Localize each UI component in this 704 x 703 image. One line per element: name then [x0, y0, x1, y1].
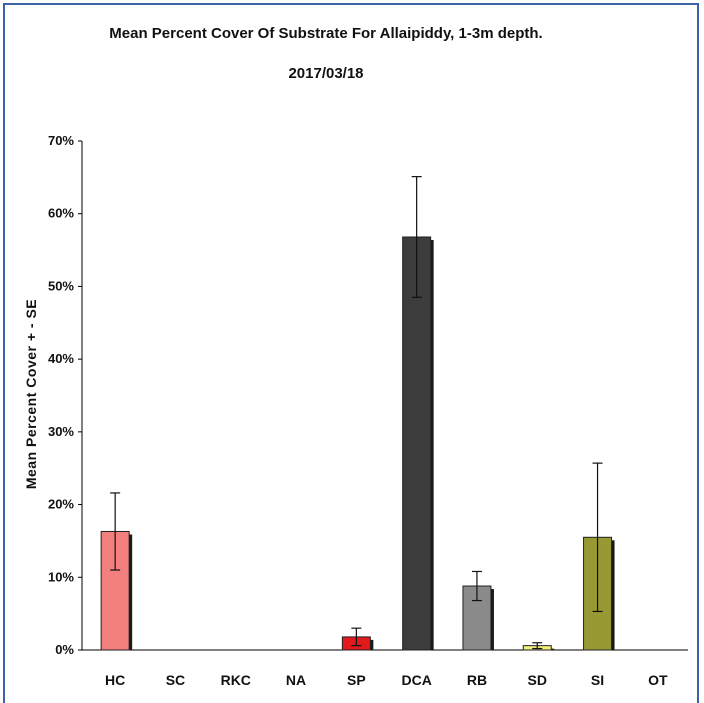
plot-area: 0% 10% 20% 30% 40% 50% 60% 70% HC SC RKC NA SP DCA RB S…: [48, 133, 688, 688]
x-tick-label: NA: [286, 672, 306, 688]
y-axis-label: Mean Percent Cover + - SE: [23, 299, 39, 489]
x-tick-label: SD: [528, 672, 547, 688]
x-tick-label: RKC: [221, 672, 251, 688]
chart-title: Mean Percent Cover Of Substrate For Alla…: [109, 25, 542, 42]
x-tick-label: OT: [648, 672, 668, 688]
x-tick-label: SP: [347, 672, 366, 688]
chart-subtitle: 2017/03/18: [288, 65, 363, 82]
y-tick-label: 70%: [48, 133, 74, 148]
x-tick-label: RB: [467, 672, 487, 688]
x-tick-label: DCA: [401, 672, 431, 688]
x-tick-label: HC: [105, 672, 125, 688]
y-tick-label: 0%: [55, 642, 74, 657]
y-tick-label: 40%: [48, 351, 74, 366]
y-tick-label: 50%: [48, 278, 74, 293]
y-tick-label: 10%: [48, 569, 74, 584]
bar: [402, 236, 432, 651]
x-tick-label: SC: [166, 672, 185, 688]
y-tick-label: 30%: [48, 424, 74, 439]
y-tick-label: 60%: [48, 206, 74, 221]
x-tick-label: SI: [591, 672, 604, 688]
y-tick-label: 20%: [48, 497, 74, 512]
